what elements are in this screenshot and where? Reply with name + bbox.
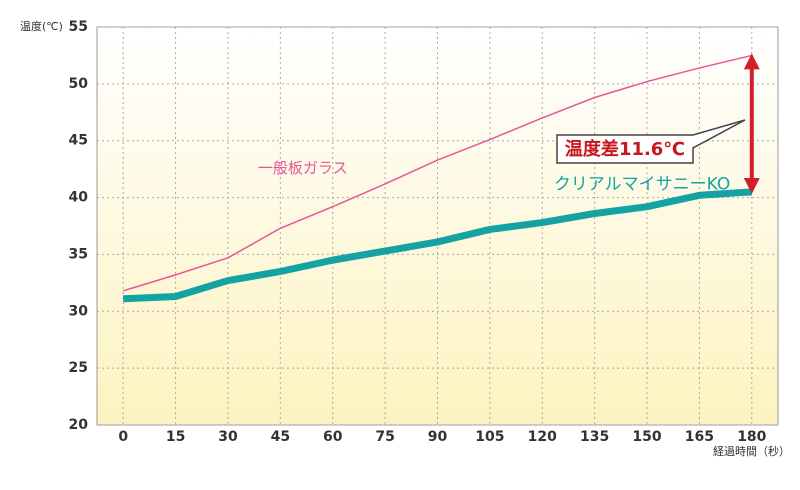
x-axis-label: 経過時間（秒）	[713, 444, 790, 458]
x-tick-label: 165	[685, 429, 714, 445]
y-tick-label: 30	[69, 303, 89, 319]
y-tick-label: 25	[69, 360, 88, 376]
x-tick-label: 150	[632, 429, 661, 445]
annotation: 温度差11.6℃	[565, 138, 685, 160]
series-label: 一般板ガラス	[258, 159, 348, 177]
y-tick-label: 50	[69, 76, 89, 92]
annotation-box	[556, 119, 746, 164]
x-tick-label: 0	[118, 429, 128, 445]
y-tick-label: 55	[69, 19, 88, 35]
x-tick-label: 105	[475, 429, 504, 445]
y-axis-label: 温度(℃)	[20, 19, 63, 33]
y-tick-label: 40	[69, 190, 89, 206]
series-line	[122, 54, 752, 292]
x-tick-label: 15	[166, 429, 185, 445]
x-tick-label: 45	[271, 429, 290, 445]
x-tick-label: 135	[580, 429, 609, 445]
x-tick-label: 75	[375, 429, 394, 445]
x-tick-label: 180	[737, 429, 766, 445]
x-tick-label: 30	[218, 429, 238, 445]
y-tick-label: 20	[69, 417, 89, 433]
y-tick-label: 35	[69, 246, 88, 262]
series-label: クリアルマイサニーKO	[554, 175, 730, 195]
x-tick-label: 120	[528, 429, 557, 445]
x-tick-label: 60	[323, 429, 343, 445]
series-line	[123, 188, 753, 303]
y-tick-label: 45	[69, 133, 88, 149]
plot-area	[96, 26, 779, 426]
x-tick-label: 90	[428, 429, 448, 445]
